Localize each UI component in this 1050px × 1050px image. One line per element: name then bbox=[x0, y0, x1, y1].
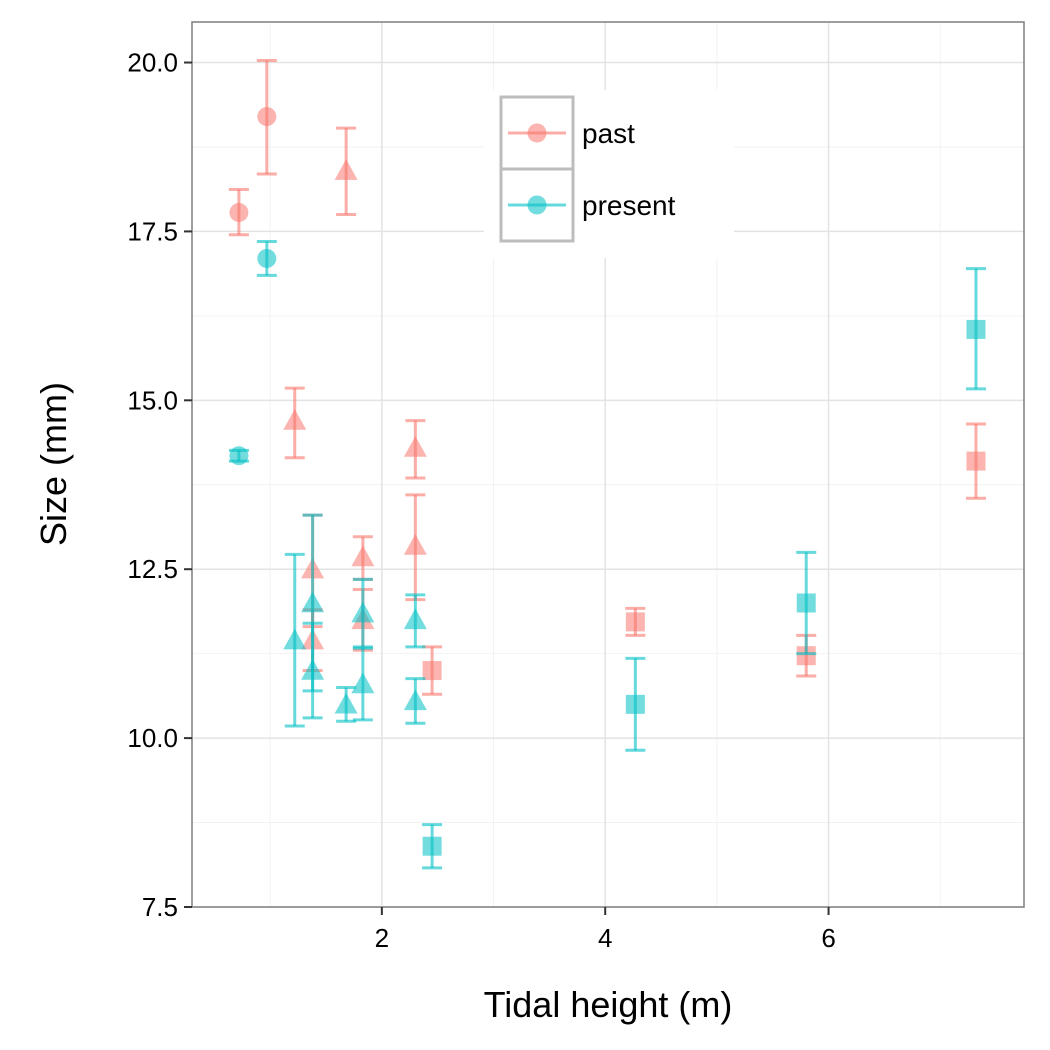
x-tick-label: 6 bbox=[821, 923, 835, 953]
data-point bbox=[229, 203, 249, 223]
data-point bbox=[257, 107, 277, 127]
data-point bbox=[625, 612, 645, 632]
data-point bbox=[229, 446, 249, 466]
data-point bbox=[403, 608, 427, 630]
data-point bbox=[422, 661, 442, 681]
y-tick-label: 10.0 bbox=[127, 723, 178, 753]
data-point bbox=[796, 593, 816, 613]
data-point bbox=[301, 659, 325, 680]
data-point bbox=[966, 451, 986, 471]
data-point bbox=[283, 628, 307, 650]
legend-keys bbox=[508, 123, 566, 215]
y-tick-label: 20.0 bbox=[127, 48, 178, 78]
data-point bbox=[403, 689, 427, 711]
legend: past present bbox=[484, 90, 734, 258]
series-present bbox=[228, 240, 986, 870]
x-tick-label: 2 bbox=[375, 923, 389, 953]
data-point bbox=[301, 591, 325, 613]
legend-label-past: past bbox=[582, 118, 635, 149]
data-point bbox=[351, 601, 375, 623]
legend-key-symbol-past bbox=[527, 123, 547, 143]
y-tick-label: 17.5 bbox=[127, 216, 178, 246]
data-point bbox=[625, 694, 645, 714]
axes: 2 4 6 7.5 10.0 12.5 15.0 17.5 20.0 bbox=[127, 48, 835, 953]
y-axis-title: Size (mm) bbox=[33, 382, 74, 546]
data-point bbox=[334, 159, 358, 180]
plot-border bbox=[191, 21, 1025, 908]
data-point bbox=[422, 836, 442, 856]
legend-label-present: present bbox=[582, 190, 676, 221]
data-point bbox=[351, 545, 375, 567]
legend-key-symbol-present bbox=[527, 195, 547, 215]
data-point bbox=[966, 319, 986, 339]
data-point bbox=[403, 534, 427, 555]
data-point bbox=[351, 672, 375, 694]
data-marks bbox=[228, 59, 986, 870]
data-point bbox=[283, 409, 307, 430]
y-tick-label: 12.5 bbox=[127, 554, 178, 584]
y-tick-label: 7.5 bbox=[142, 892, 178, 922]
y-tick-label: 15.0 bbox=[127, 385, 178, 415]
data-point bbox=[334, 692, 358, 714]
data-point bbox=[257, 248, 277, 268]
data-point bbox=[796, 646, 816, 666]
x-tick-label: 4 bbox=[598, 923, 612, 953]
x-axis-title: Tidal height (m) bbox=[484, 984, 733, 1025]
data-point bbox=[403, 436, 427, 457]
